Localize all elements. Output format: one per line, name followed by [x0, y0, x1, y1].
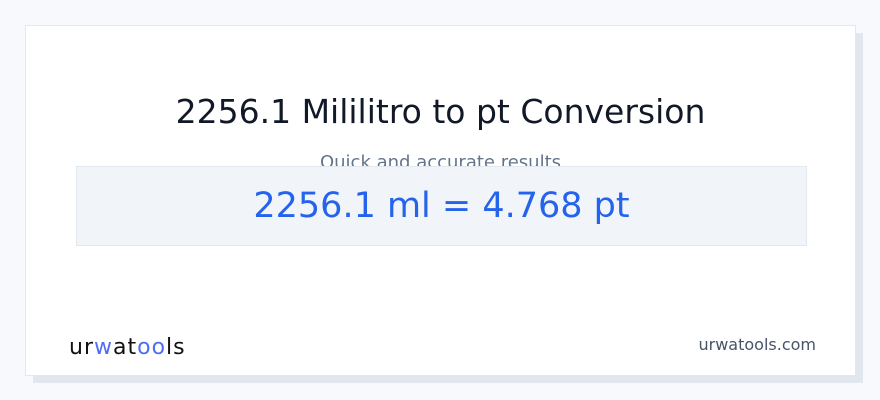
site-url: urwatools.com — [698, 335, 817, 354]
logo-text: at — [113, 335, 138, 360]
logo-text: ur — [69, 335, 94, 360]
logo-text: w — [94, 335, 113, 360]
urwatools-logo: urwatools — [69, 335, 186, 360]
logo-text: ls — [166, 335, 186, 360]
logo-text: oo — [137, 335, 167, 360]
conversion-card: 2256.1 Mililitro to pt Conversion Quick … — [25, 25, 856, 376]
conversion-result: 2256.1 ml = 4.768 pt — [76, 166, 807, 246]
page-title: 2256.1 Mililitro to pt Conversion — [175, 92, 706, 131]
